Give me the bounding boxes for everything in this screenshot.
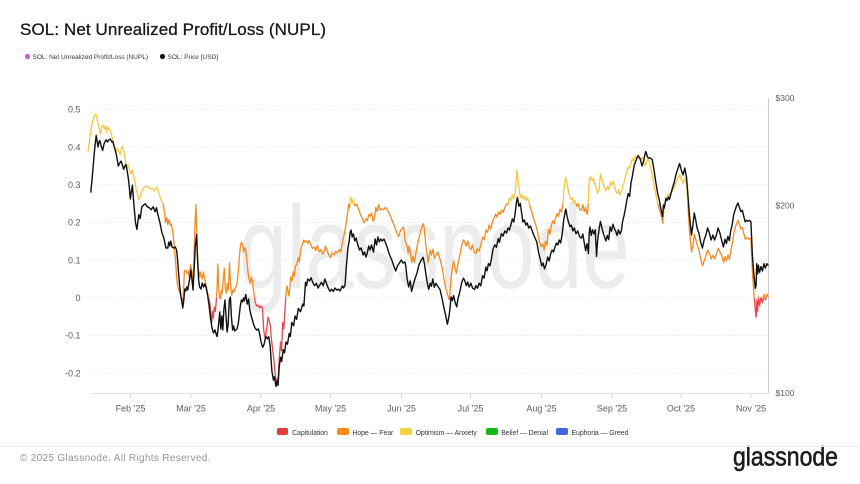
svg-text:0: 0	[75, 293, 80, 303]
svg-text:$100: $100	[776, 388, 795, 398]
svg-text:Aug '25: Aug '25	[526, 404, 556, 414]
svg-text:$300: $300	[776, 93, 795, 103]
svg-text:Oct '25: Oct '25	[667, 404, 695, 414]
svg-text:May '25: May '25	[315, 404, 346, 414]
svg-text:-0.2: -0.2	[65, 368, 81, 378]
svg-text:-0.1: -0.1	[65, 331, 81, 341]
svg-text:0.5: 0.5	[68, 105, 81, 115]
svg-text:$200: $200	[776, 201, 795, 211]
svg-text:0.1: 0.1	[68, 255, 81, 265]
svg-text:Jun '25: Jun '25	[387, 404, 416, 414]
svg-text:Sep '25: Sep '25	[597, 404, 627, 414]
svg-text:0.2: 0.2	[68, 218, 81, 228]
svg-text:Feb '25: Feb '25	[116, 404, 146, 414]
svg-text:Apr '25: Apr '25	[247, 404, 275, 414]
svg-text:glassnode: glassnode	[239, 182, 630, 314]
svg-text:Jul '25: Jul '25	[458, 404, 484, 414]
svg-text:Nov '25: Nov '25	[736, 404, 766, 414]
svg-text:0.3: 0.3	[68, 180, 81, 190]
svg-text:Mar '25: Mar '25	[176, 404, 206, 414]
svg-text:0.4: 0.4	[68, 142, 81, 152]
